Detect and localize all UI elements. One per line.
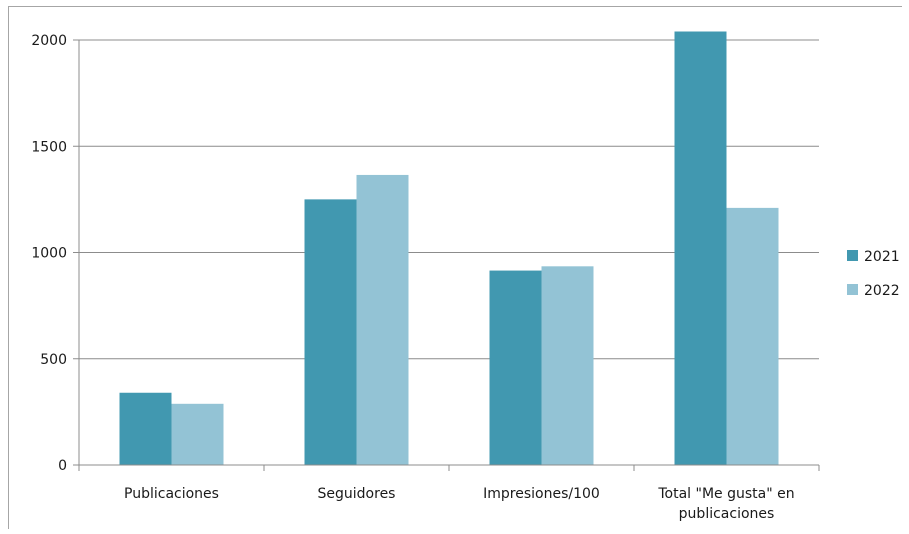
legend: 2021 2022 <box>847 249 900 299</box>
bar-2022-2 <box>541 266 594 465</box>
legend-label: 2021 <box>864 249 900 265</box>
y-tick-label: 0 <box>58 458 67 474</box>
y-tick-label: 1000 <box>31 246 67 262</box>
bars <box>119 31 779 465</box>
bar-2021-0 <box>119 392 172 465</box>
legend-label: 2022 <box>864 283 900 299</box>
bar-2021-1 <box>304 199 357 465</box>
y-axis-ticks: 0 500 1000 1500 2000 <box>31 33 79 474</box>
bar-2022-3 <box>726 207 779 465</box>
x-category-label: Total "Me gusta" en <box>657 486 794 502</box>
y-tick-label: 500 <box>40 352 67 368</box>
y-tick-label: 2000 <box>31 33 67 49</box>
x-axis: Publicaciones Seguidores Impresiones/100 To… <box>78 40 820 522</box>
x-category-label: Impresiones/100 <box>483 486 600 502</box>
x-category-label: Seguidores <box>318 486 396 502</box>
x-category-label: publicaciones <box>679 506 775 522</box>
x-category-label: Publicaciones <box>124 486 219 502</box>
legend-swatch-2022 <box>847 284 858 295</box>
legend-swatch-2021 <box>847 250 858 261</box>
bar-2021-3 <box>674 31 727 465</box>
bar-2021-2 <box>489 270 542 465</box>
y-tick-label: 1500 <box>31 139 67 155</box>
bar-2022-0 <box>171 403 224 465</box>
chart-frame <box>8 6 902 529</box>
bar-2022-1 <box>356 174 409 465</box>
